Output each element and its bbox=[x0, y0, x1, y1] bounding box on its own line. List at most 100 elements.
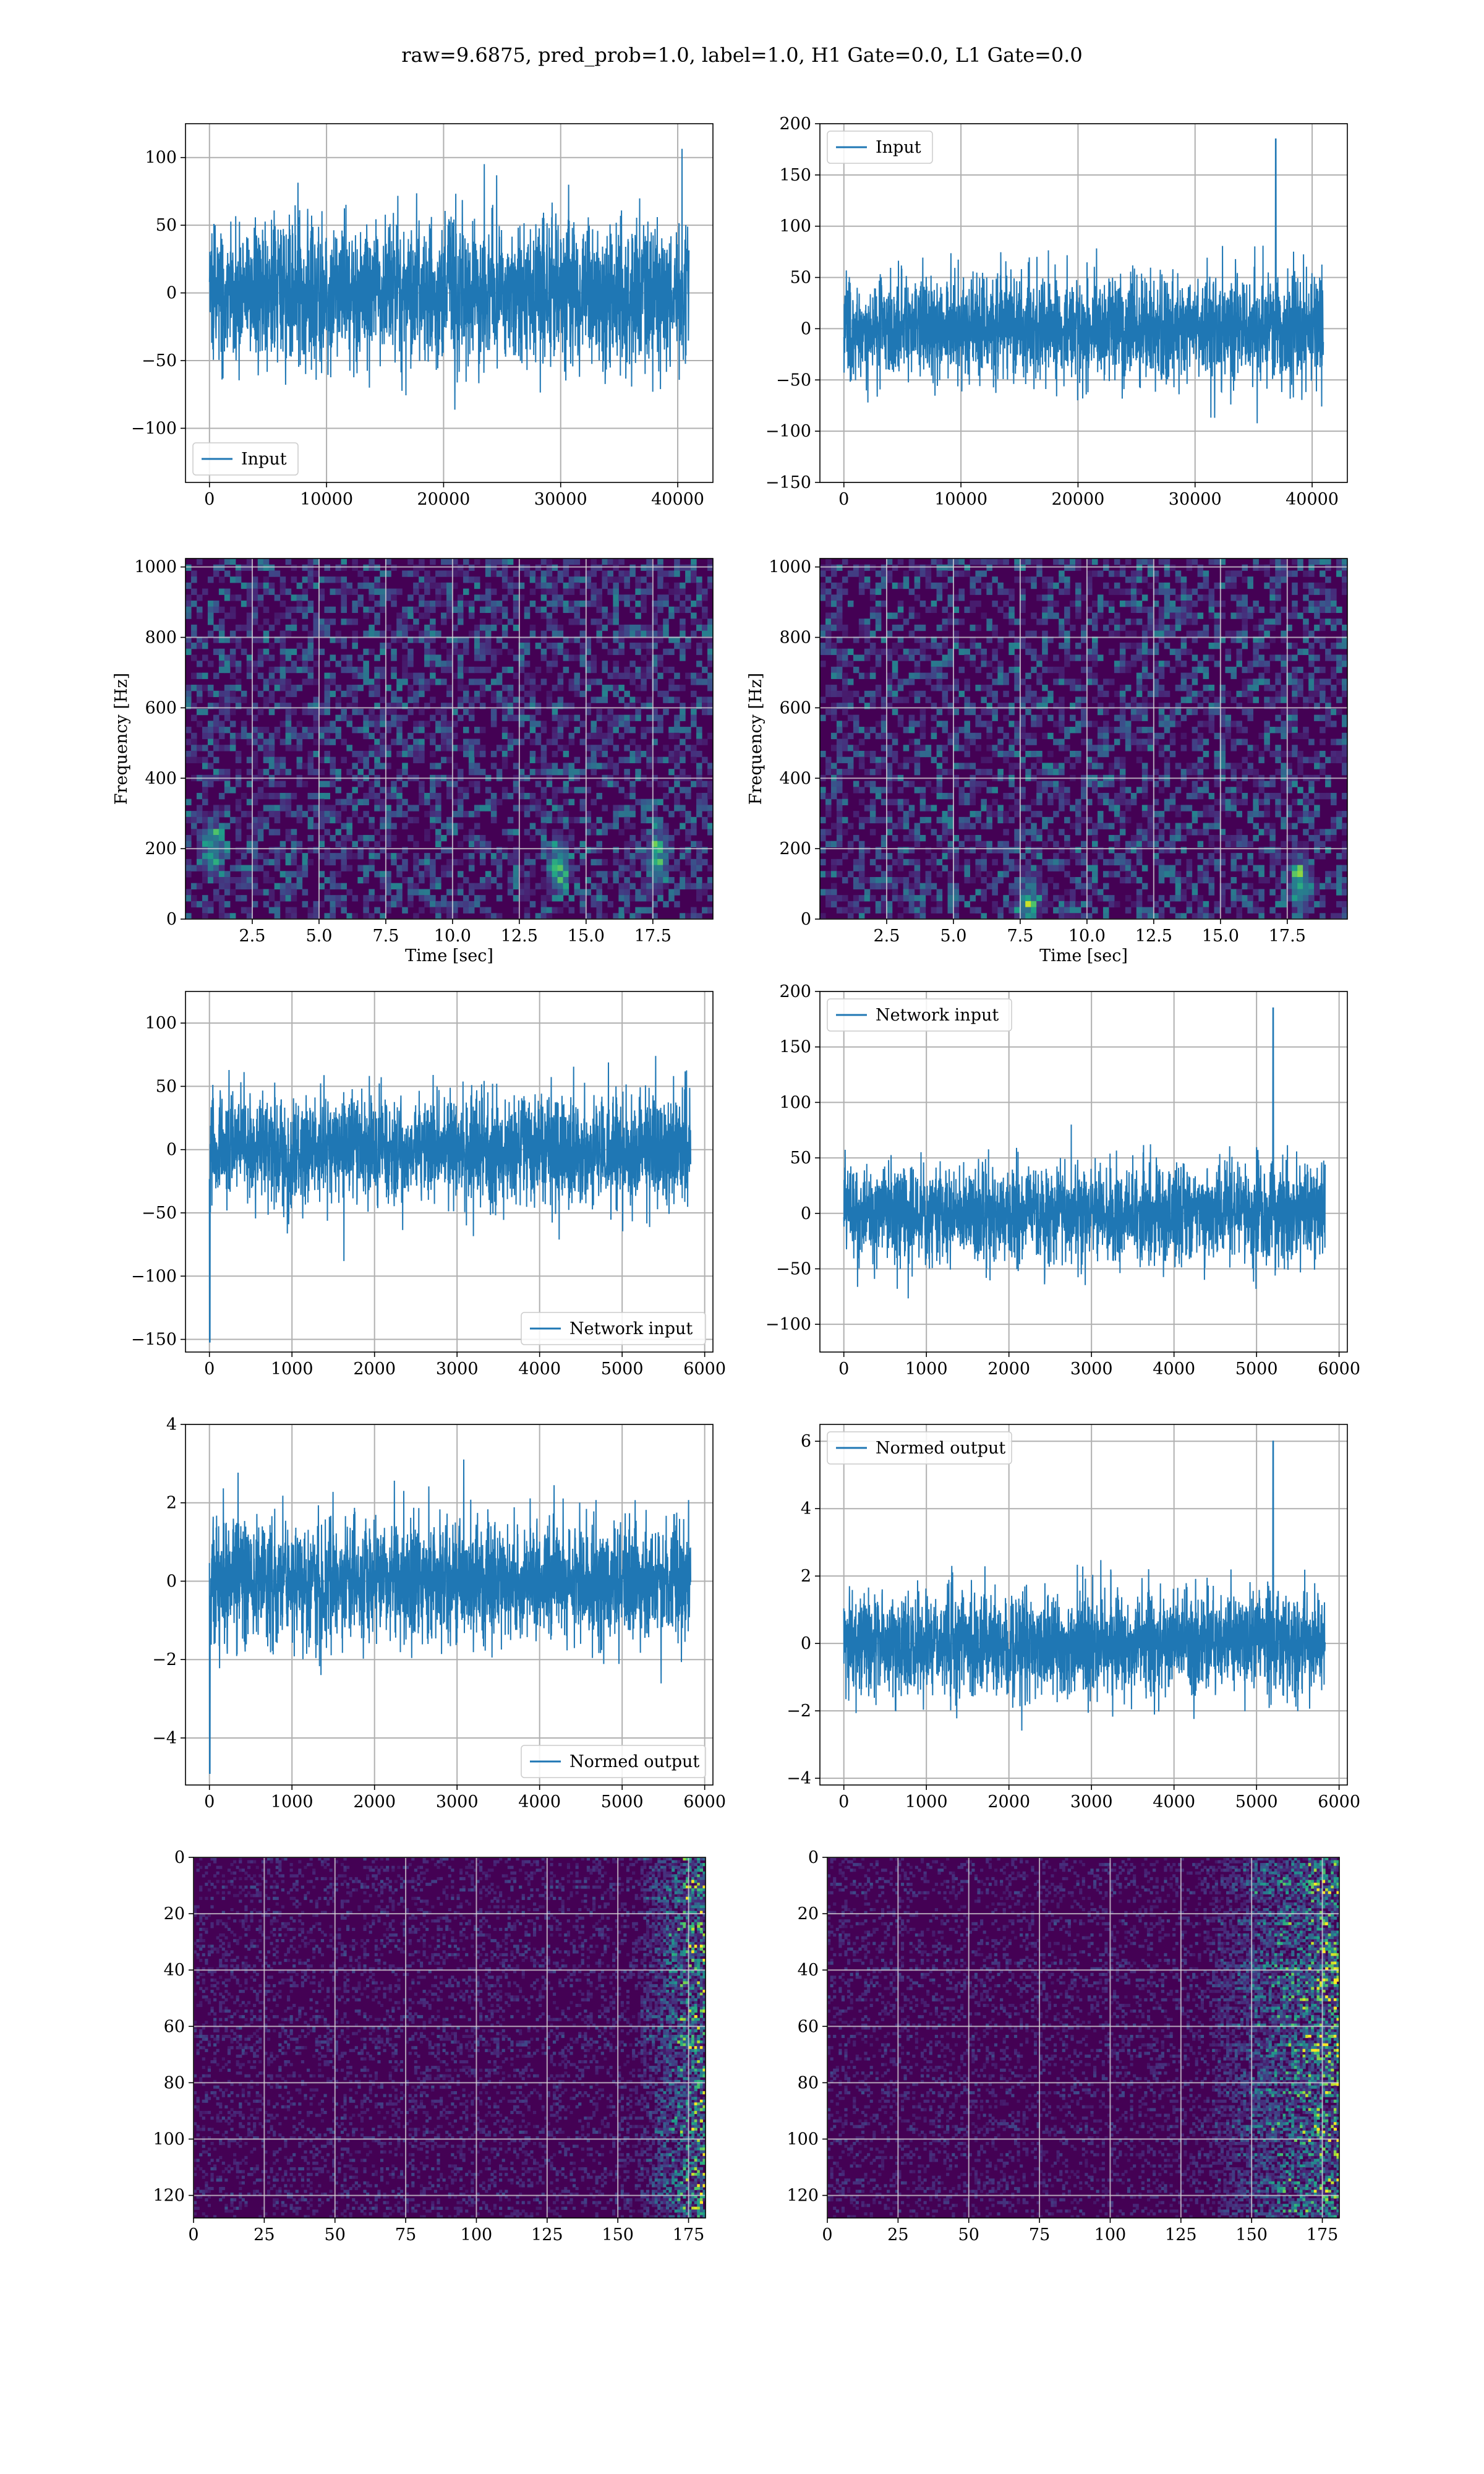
heatmap-cell bbox=[330, 678, 336, 685]
axes-frame bbox=[819, 123, 1348, 483]
heatmap-cell bbox=[291, 853, 297, 860]
heatmap-cell bbox=[274, 805, 281, 811]
heatmap-cell bbox=[1180, 606, 1187, 614]
heatmap-cell bbox=[624, 721, 630, 727]
heatmap-cell bbox=[958, 594, 965, 601]
heatmap-cell bbox=[568, 606, 575, 614]
heatmap-cell bbox=[591, 769, 597, 776]
heatmap-cell bbox=[624, 630, 630, 637]
heatmap-cell bbox=[585, 889, 592, 896]
heatmap-cell bbox=[307, 750, 314, 758]
heatmap-cell bbox=[1036, 672, 1043, 679]
heatmap-cell bbox=[385, 841, 391, 847]
heatmap-cell bbox=[975, 624, 981, 631]
heatmap-cell bbox=[307, 708, 314, 716]
heatmap-cell bbox=[307, 559, 314, 565]
heatmap-cell bbox=[953, 913, 960, 919]
heatmap-cell bbox=[419, 582, 425, 589]
heatmap-cell bbox=[624, 811, 630, 818]
heatmap-cell bbox=[257, 811, 264, 818]
heatmap-cell bbox=[1169, 564, 1176, 571]
heatmap-cell bbox=[635, 769, 641, 776]
heatmap-cell bbox=[291, 811, 297, 818]
heatmap-cell bbox=[424, 576, 430, 583]
heatmap-cell bbox=[702, 630, 708, 637]
heatmap-cell bbox=[1036, 769, 1043, 776]
heatmap-cell bbox=[257, 738, 264, 745]
heatmap-cell bbox=[886, 871, 893, 878]
heatmap-cell bbox=[313, 678, 320, 685]
heatmap-cell bbox=[1125, 630, 1132, 637]
heatmap-cell bbox=[468, 708, 475, 716]
heatmap-cell bbox=[207, 829, 214, 836]
heatmap-cell bbox=[707, 643, 713, 649]
heatmap-cell bbox=[557, 787, 564, 794]
heatmap-cell bbox=[657, 876, 663, 884]
heatmap-cell bbox=[908, 858, 915, 866]
heatmap-cell bbox=[302, 648, 309, 656]
heatmap-cell bbox=[324, 576, 331, 583]
heatmap-cell bbox=[591, 871, 597, 878]
heatmap-cell bbox=[279, 883, 286, 890]
heatmap-cell bbox=[1180, 588, 1187, 595]
heatmap-cell bbox=[291, 858, 297, 866]
heatmap-cell bbox=[1036, 594, 1043, 601]
heatmap-cell bbox=[1102, 750, 1109, 758]
heatmap-cell bbox=[490, 570, 497, 577]
heatmap-cell bbox=[396, 714, 403, 721]
heatmap-cell bbox=[1192, 690, 1198, 698]
heatmap-cell bbox=[830, 714, 837, 721]
heatmap-cell bbox=[652, 612, 658, 619]
heatmap-cell bbox=[1042, 648, 1048, 656]
heatmap-cell bbox=[385, 570, 391, 577]
heatmap-cell bbox=[257, 559, 264, 565]
heatmap-cell bbox=[958, 745, 965, 751]
heatmap-cell bbox=[1197, 865, 1204, 871]
heatmap-cell bbox=[435, 708, 441, 716]
heatmap-cell bbox=[881, 853, 887, 860]
heatmap-cell bbox=[947, 829, 954, 836]
heatmap-cell bbox=[853, 666, 859, 674]
heatmap-cell bbox=[1091, 829, 1098, 836]
heatmap-cell bbox=[624, 756, 630, 763]
heatmap-cell bbox=[374, 612, 380, 619]
heatmap-cell bbox=[680, 588, 686, 595]
heatmap-cell bbox=[886, 829, 893, 836]
heatmap-cell bbox=[892, 798, 898, 805]
heatmap-cell bbox=[419, 594, 425, 601]
heatmap-cell bbox=[430, 805, 436, 811]
heatmap-cell bbox=[346, 834, 352, 842]
heatmap-cell bbox=[302, 781, 309, 787]
heatmap-cell bbox=[451, 624, 458, 631]
heatmap-cell bbox=[886, 750, 893, 758]
heatmap-cell bbox=[908, 847, 915, 854]
heatmap-cell bbox=[318, 811, 325, 818]
heatmap-cell bbox=[1036, 781, 1043, 787]
y-tick-label: −100 bbox=[765, 422, 811, 441]
heatmap-cell bbox=[1003, 858, 1009, 866]
heatmap-cell bbox=[591, 594, 597, 601]
heatmap-cell bbox=[964, 696, 971, 703]
heatmap-cell bbox=[696, 582, 702, 589]
heatmap-cell bbox=[446, 588, 453, 595]
heatmap-cell bbox=[847, 847, 854, 854]
heatmap-cell bbox=[1136, 834, 1143, 842]
heatmap-cell bbox=[881, 895, 887, 902]
heatmap-cell bbox=[446, 829, 453, 836]
heatmap-cell bbox=[407, 876, 414, 884]
heatmap-cell bbox=[518, 661, 525, 667]
heatmap-cell bbox=[518, 805, 525, 811]
heatmap-cell bbox=[1192, 913, 1198, 919]
heatmap-cell bbox=[424, 829, 430, 836]
heatmap-cell bbox=[441, 907, 447, 914]
heatmap-cell bbox=[707, 763, 713, 769]
heatmap-cell bbox=[513, 847, 519, 854]
heatmap-cell bbox=[218, 895, 225, 902]
heatmap-cell bbox=[268, 907, 275, 914]
heatmap-cell bbox=[1119, 787, 1126, 794]
heatmap-cell bbox=[886, 876, 893, 884]
heatmap-cell bbox=[696, 876, 702, 884]
heatmap-cell bbox=[302, 703, 309, 709]
heatmap-cell bbox=[657, 654, 663, 661]
heatmap-cell bbox=[335, 816, 342, 824]
